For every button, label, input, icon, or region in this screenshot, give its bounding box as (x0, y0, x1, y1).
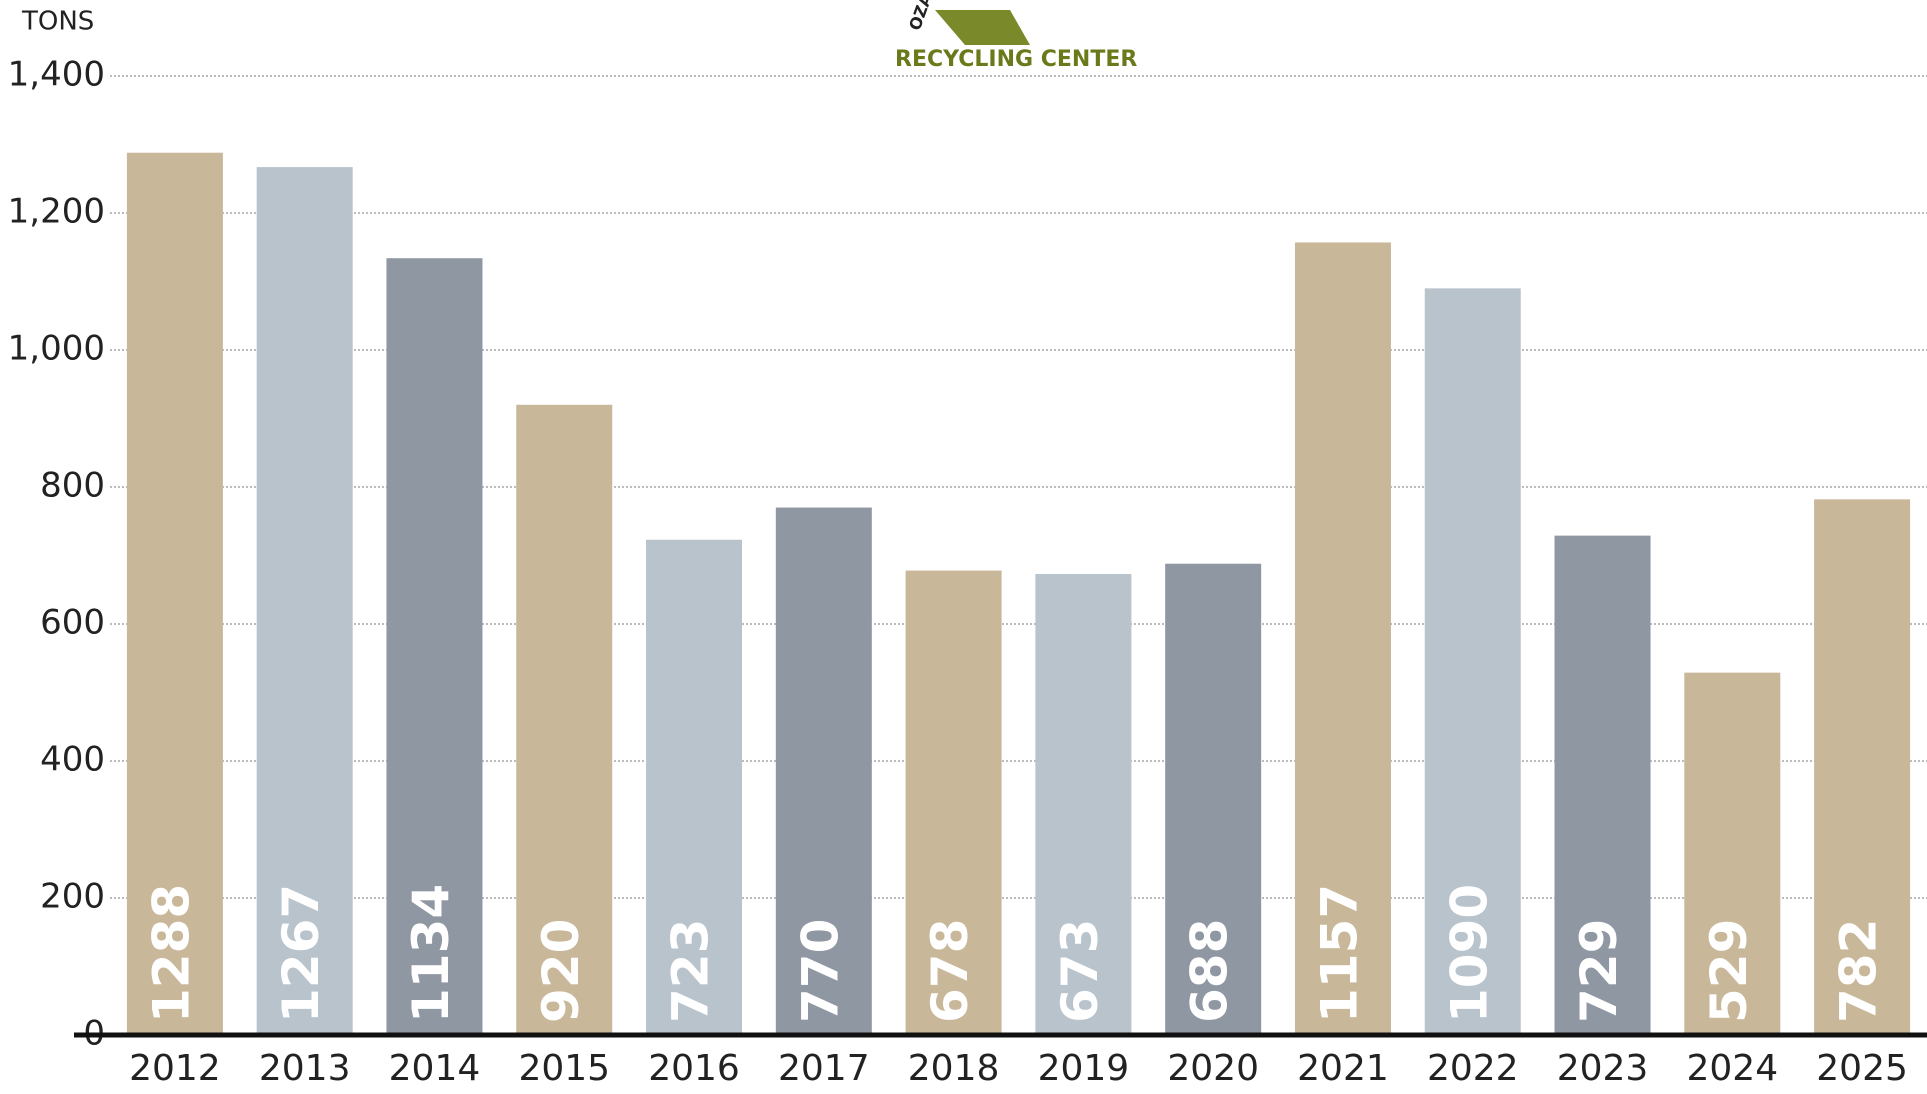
value-label: 678 (921, 919, 979, 1023)
x-tick-label: 2012 (129, 1048, 221, 1089)
bar (905, 570, 1002, 1035)
x-tick-label: 2020 (1167, 1048, 1259, 1089)
y-tick-label: 1,000 (8, 329, 105, 369)
logo-text: RECYCLING CENTER (895, 47, 1137, 72)
x-tick-label: 2023 (1557, 1048, 1649, 1089)
value-label: 673 (1051, 919, 1109, 1023)
y-axis-label: TONS (21, 7, 94, 37)
value-label: 1157 (1310, 884, 1368, 1023)
y-tick-label: 400 (40, 740, 105, 780)
value-label: 1288 (142, 884, 200, 1023)
x-tick-label: 2013 (259, 1048, 351, 1089)
y-tick-label: 200 (40, 877, 105, 917)
bar (1035, 573, 1132, 1035)
bar (256, 167, 353, 1036)
value-label: 770 (791, 919, 849, 1023)
bar (386, 258, 483, 1036)
logo-text: OZARK (905, 0, 944, 33)
x-tick-label: 2025 (1816, 1048, 1908, 1089)
x-tick-label: 2015 (518, 1048, 610, 1089)
bar (1424, 288, 1521, 1036)
bar (516, 404, 613, 1035)
bar (1684, 672, 1781, 1035)
y-tick-label: 600 (40, 603, 105, 643)
value-label: 529 (1700, 919, 1758, 1023)
value-label: 723 (662, 919, 720, 1023)
x-tick-label: 2022 (1427, 1048, 1519, 1089)
x-tick-label: 2018 (908, 1048, 1000, 1089)
value-label: 920 (532, 919, 590, 1023)
y-tick-label: 1,400 (8, 55, 105, 95)
value-label: 729 (1570, 919, 1628, 1023)
y-tick-label: 1,200 (8, 192, 105, 232)
logo-shape (935, 10, 1030, 45)
bar (646, 539, 743, 1035)
bar (1554, 535, 1651, 1035)
y-tick-label: 800 (40, 466, 105, 506)
value-label: 1267 (272, 884, 330, 1023)
bar (775, 507, 872, 1035)
bar (126, 152, 223, 1036)
bar (1165, 563, 1262, 1035)
x-tick-label: 2019 (1038, 1048, 1130, 1089)
x-tick-label: 2017 (778, 1048, 870, 1089)
value-label: 782 (1830, 919, 1888, 1023)
value-label: 1090 (1440, 884, 1498, 1023)
x-tick-label: 2016 (648, 1048, 740, 1089)
x-tick-label: 2014 (389, 1048, 481, 1089)
x-tick-label: 2021 (1297, 1048, 1389, 1089)
logo: OZARK RECYCLING CENTER (895, 0, 1137, 72)
bar (1814, 499, 1911, 1036)
value-label: 1134 (402, 884, 460, 1023)
value-label: 688 (1181, 919, 1239, 1023)
bar (1294, 242, 1391, 1035)
x-tick-label: 2024 (1687, 1048, 1779, 1089)
